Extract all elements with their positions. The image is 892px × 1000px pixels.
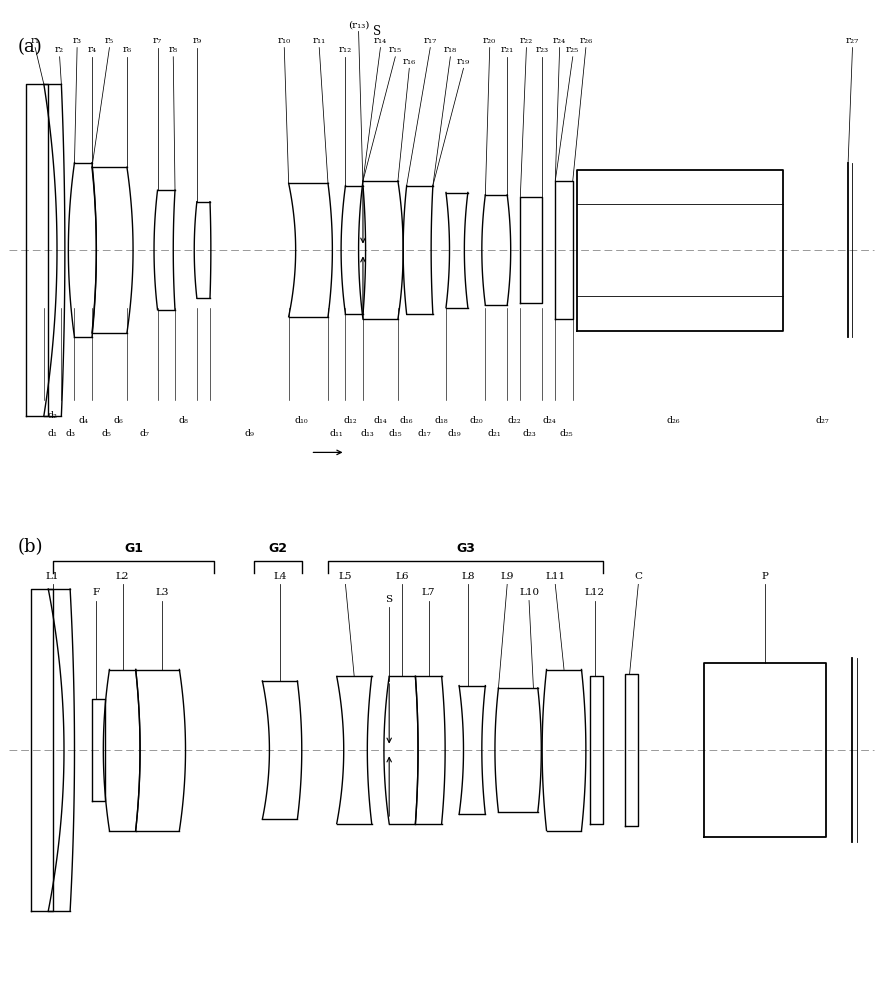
Text: L5: L5 <box>339 572 352 581</box>
Text: L9: L9 <box>500 572 514 581</box>
Text: r₂₇: r₂₇ <box>846 36 859 45</box>
Text: d₁: d₁ <box>47 429 58 438</box>
Text: r₈: r₈ <box>169 45 178 54</box>
Text: L3: L3 <box>155 588 169 597</box>
Text: G1: G1 <box>124 541 143 554</box>
Text: r₂₅: r₂₅ <box>566 45 580 54</box>
Text: d₁₇: d₁₇ <box>417 429 431 438</box>
Text: r₁₈: r₁₈ <box>443 45 457 54</box>
Text: L7: L7 <box>422 588 435 597</box>
Text: d₁₀: d₁₀ <box>295 416 309 425</box>
Text: r₄: r₄ <box>87 45 96 54</box>
Text: d₁₂: d₁₂ <box>343 416 357 425</box>
Text: (a): (a) <box>18 38 43 56</box>
Text: C: C <box>634 572 642 581</box>
Text: r₂₆: r₂₆ <box>579 36 592 45</box>
Text: d₁₃: d₁₃ <box>360 429 375 438</box>
Text: r₂₂: r₂₂ <box>520 36 533 45</box>
Text: P: P <box>762 572 769 581</box>
Text: d₆: d₆ <box>113 416 123 425</box>
Text: r₁₁: r₁₁ <box>312 36 326 45</box>
Text: r₇: r₇ <box>153 36 162 45</box>
Text: d₁₆: d₁₆ <box>400 416 413 425</box>
Text: (b): (b) <box>18 538 43 556</box>
Text: r₁₇: r₁₇ <box>424 36 437 45</box>
Text: L12: L12 <box>584 588 605 597</box>
Text: d₈: d₈ <box>178 416 189 425</box>
Text: (r₁₃): (r₁₃) <box>348 20 369 29</box>
Text: d₂₁: d₂₁ <box>487 429 501 438</box>
Text: d₂₇: d₂₇ <box>815 416 829 425</box>
Text: r₁₀: r₁₀ <box>277 36 291 45</box>
Text: r₂₁: r₂₁ <box>500 45 514 54</box>
Text: r₂₃: r₂₃ <box>535 45 549 54</box>
Text: d₅: d₅ <box>102 429 112 438</box>
Text: S: S <box>385 595 392 604</box>
Text: r₃: r₃ <box>72 36 81 45</box>
Text: d₄: d₄ <box>78 416 88 425</box>
Text: d₂₃: d₂₃ <box>522 429 536 438</box>
Text: G2: G2 <box>268 541 287 554</box>
Text: r₅: r₅ <box>105 36 114 45</box>
Text: F: F <box>93 588 100 597</box>
Text: r₁₅: r₁₅ <box>389 45 402 54</box>
Text: L1: L1 <box>45 572 60 581</box>
Text: r₁: r₁ <box>30 36 40 45</box>
Text: r₁₂: r₁₂ <box>339 45 352 54</box>
Text: d₂₅: d₂₅ <box>560 429 574 438</box>
Text: d₇: d₇ <box>139 429 149 438</box>
Text: d₂₄: d₂₄ <box>542 416 556 425</box>
Text: L8: L8 <box>461 572 475 581</box>
Text: r₁₆: r₁₆ <box>402 57 416 66</box>
Text: L2: L2 <box>116 572 129 581</box>
Text: r₂₀: r₂₀ <box>483 36 496 45</box>
Text: d₂₆: d₂₆ <box>666 416 680 425</box>
Text: d₁₉: d₁₉ <box>448 429 461 438</box>
Text: L10: L10 <box>519 588 539 597</box>
Text: d₁₈: d₁₈ <box>434 416 449 425</box>
Text: d₂₀: d₂₀ <box>470 416 483 425</box>
Text: d₂: d₂ <box>47 411 58 420</box>
Text: d₁₄: d₁₄ <box>374 416 387 425</box>
Text: d₁₅: d₁₅ <box>389 429 402 438</box>
Text: L6: L6 <box>395 572 409 581</box>
Text: L4: L4 <box>273 572 286 581</box>
Text: G3: G3 <box>456 541 475 554</box>
Text: d₁₁: d₁₁ <box>330 429 343 438</box>
Text: d₃: d₃ <box>65 429 75 438</box>
Text: r₁₄: r₁₄ <box>374 36 387 45</box>
Text: r₁₉: r₁₉ <box>457 57 470 66</box>
Text: S: S <box>374 25 382 38</box>
Text: r₉: r₉ <box>193 36 202 45</box>
Text: r₂₄: r₂₄ <box>553 36 566 45</box>
Text: d₉: d₉ <box>244 429 254 438</box>
Text: r₂: r₂ <box>55 45 64 54</box>
Text: r₆: r₆ <box>122 45 131 54</box>
Text: d₂₂: d₂₂ <box>508 416 521 425</box>
Text: L11: L11 <box>545 572 566 581</box>
